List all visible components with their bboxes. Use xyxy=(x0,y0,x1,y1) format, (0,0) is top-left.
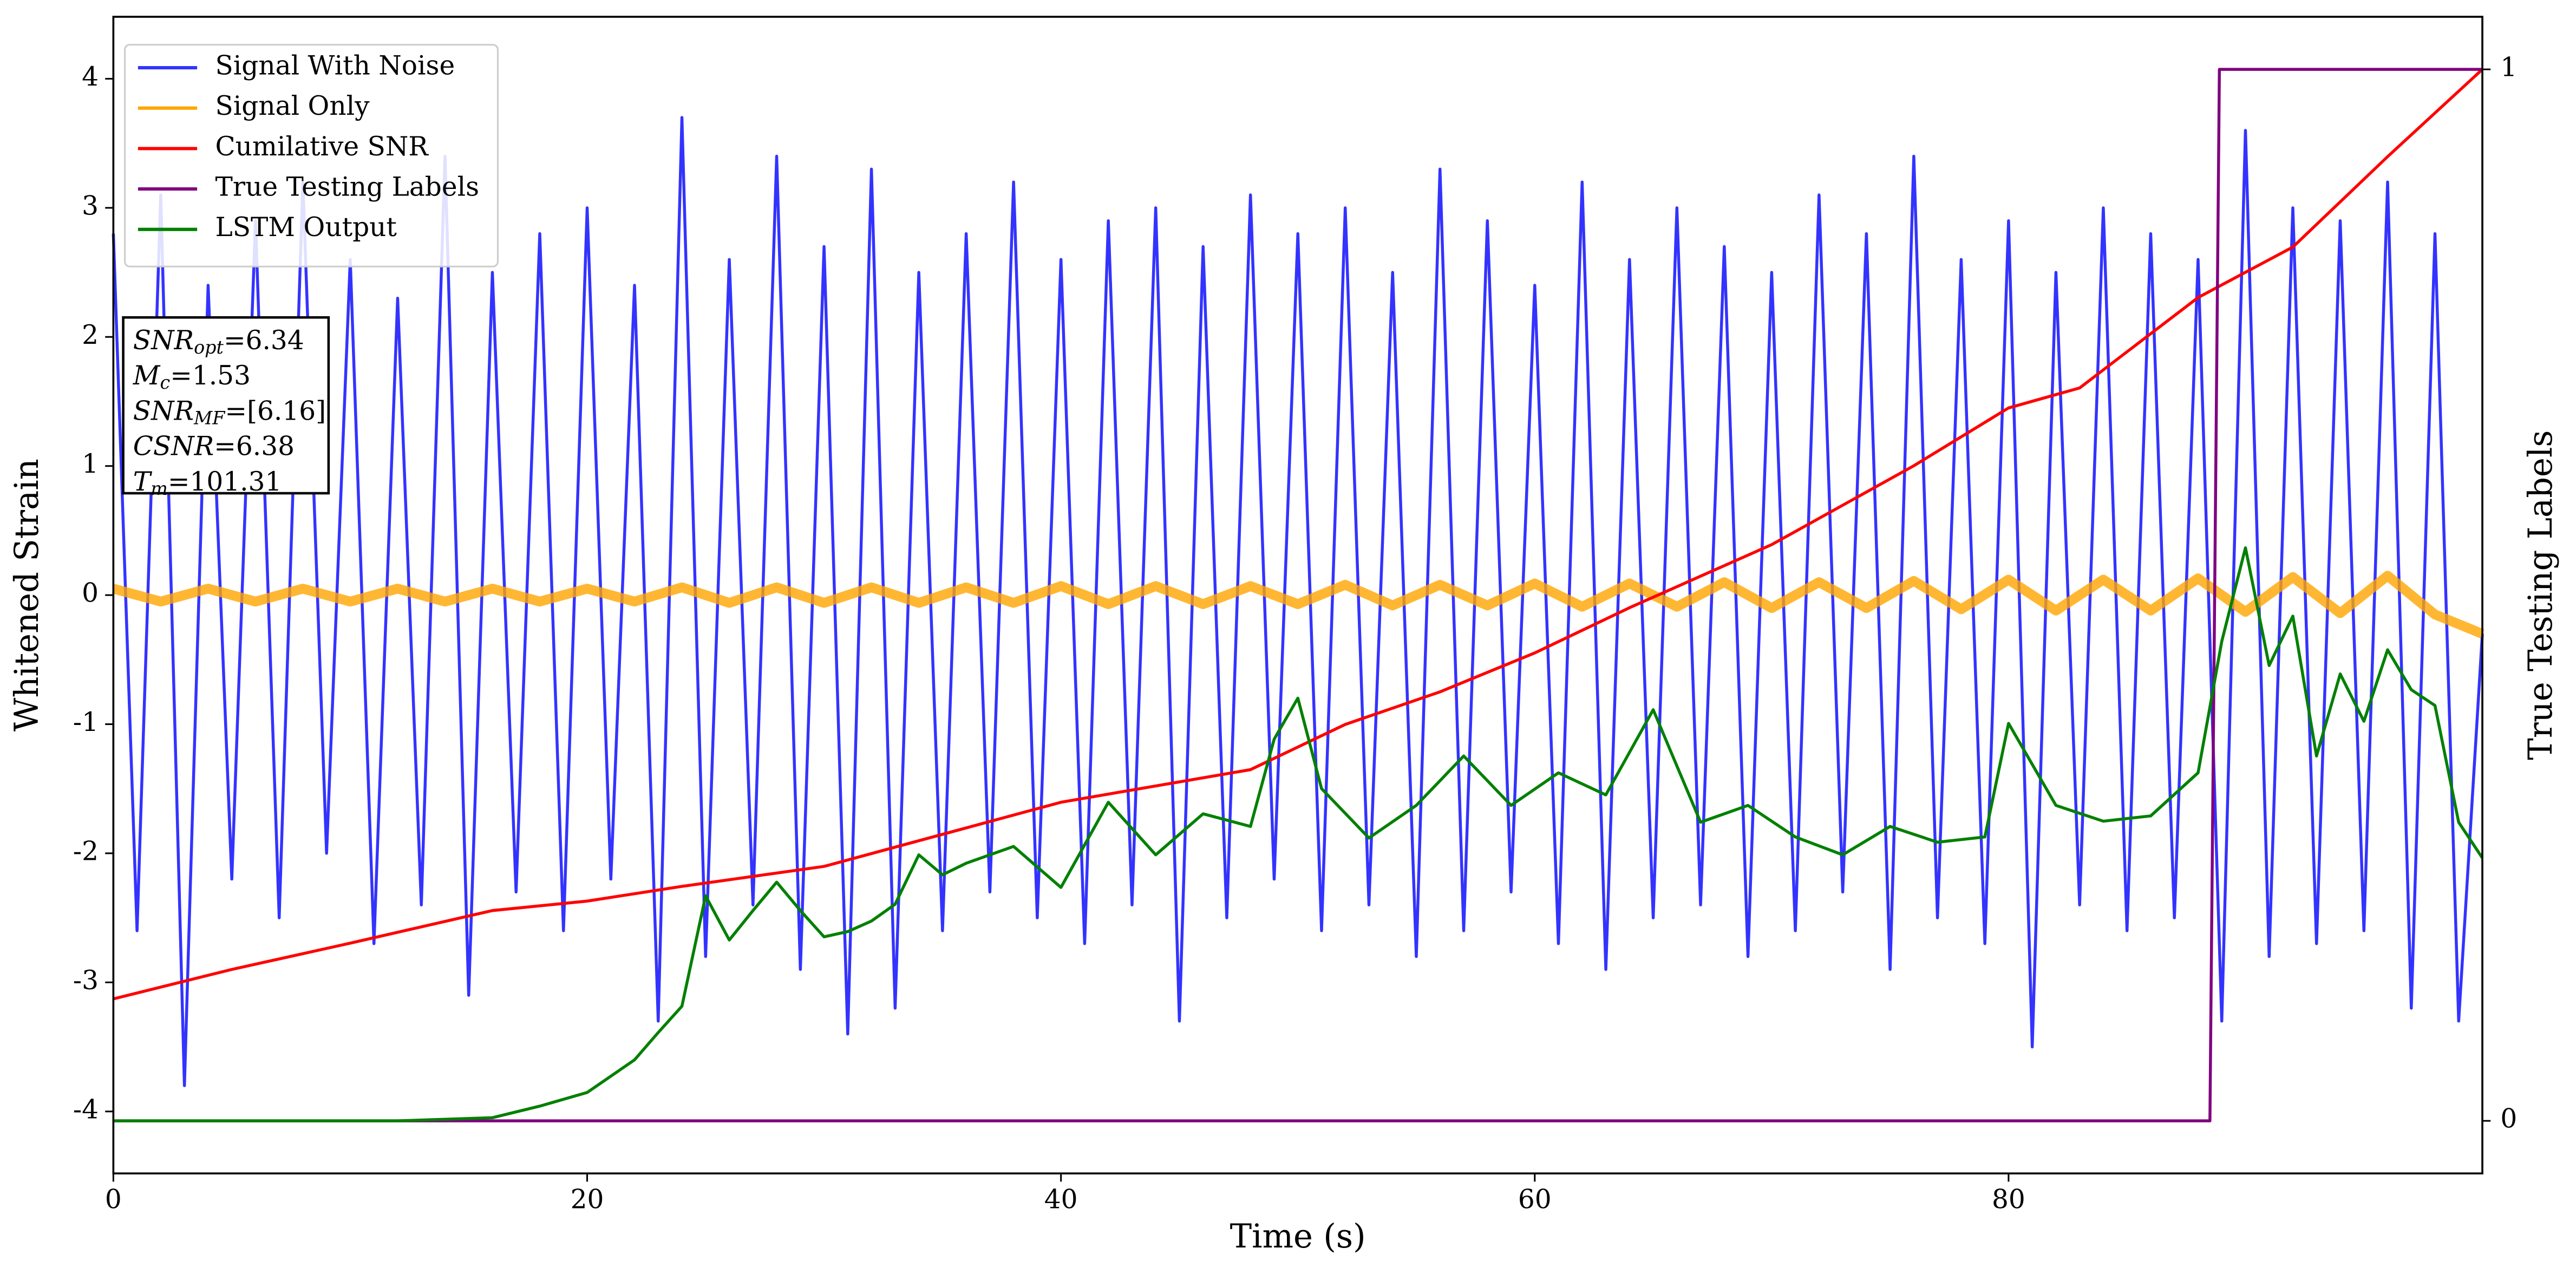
annotation-subscript: c xyxy=(160,372,171,393)
annotation-frame xyxy=(122,316,330,495)
annotation-line: Tm=101.31 xyxy=(133,466,282,499)
series-line xyxy=(113,68,2483,1001)
annotation-subscript: MF xyxy=(193,407,226,428)
annotation-line: SNRopt=6.34 xyxy=(133,325,304,358)
series-line xyxy=(113,546,2484,1122)
annotation-line: Mc=1.53 xyxy=(133,361,251,394)
y2-axis-label: True Testing Labels xyxy=(2522,430,2560,760)
y-tick-label: -1 xyxy=(73,707,99,737)
y-axis-label: Whitened Strain xyxy=(8,459,46,731)
x-tick-label: 0 xyxy=(105,1184,122,1214)
legend: Signal With Noise Signal Only Cumilative S… xyxy=(124,44,499,267)
annotation-value: =1.53 xyxy=(170,361,251,391)
y-tick-label: 4 xyxy=(82,62,99,92)
annotation-symbol: CSNR xyxy=(133,431,214,461)
x-axis-label: Time (s) xyxy=(1230,1218,1366,1256)
series-line xyxy=(112,571,2485,639)
y-tick-label: 2 xyxy=(82,320,99,350)
annotation-symbol: SNR xyxy=(133,396,194,426)
annotation-value: =6.38 xyxy=(214,431,295,461)
legend-label: Signal With Noise xyxy=(215,51,455,81)
y-tick-label: -3 xyxy=(73,965,99,996)
annotation-line: CSNR=6.38 xyxy=(133,431,295,461)
legend-frame xyxy=(124,44,499,267)
y-tick-label: -4 xyxy=(73,1094,99,1125)
y-tick-label: -2 xyxy=(73,836,99,866)
legend-label: Cumilative SNR xyxy=(215,132,429,162)
y-tick-label: 0 xyxy=(82,578,99,609)
x-tick-label: 40 xyxy=(1044,1184,1078,1214)
x-tick-label: 20 xyxy=(571,1184,604,1214)
legend-label: Signal Only xyxy=(215,91,370,121)
annotation: SNRopt=6.34Mc=1.53SNRMF=[6.16]CSNR=6.38T… xyxy=(122,316,330,499)
annotation-value: =6.34 xyxy=(224,325,304,355)
annotation-line: SNRMF=[6.16] xyxy=(133,396,326,429)
y2-tick-label: 1 xyxy=(2500,53,2517,83)
annotation-symbol: M xyxy=(133,361,161,391)
annotation-value: =[6.16] xyxy=(225,396,326,426)
annotation-subscript: opt xyxy=(194,337,224,358)
legend-label: LSTM Output xyxy=(215,212,397,243)
y-tick-label: 1 xyxy=(82,449,99,479)
y2-tick-label: 0 xyxy=(2500,1104,2517,1134)
plot-area xyxy=(112,68,2485,1122)
annotation-value: =101.31 xyxy=(168,466,282,496)
x-tick-label: 60 xyxy=(1518,1184,1552,1214)
series-line xyxy=(112,116,2484,1087)
y-tick-label: 3 xyxy=(82,191,99,221)
annotation-subscript: m xyxy=(151,478,168,499)
series-line xyxy=(113,68,2483,1122)
x-tick-label: 80 xyxy=(1992,1184,2025,1214)
legend-label: True Testing Labels xyxy=(215,172,480,202)
annotation-symbol: T xyxy=(133,466,153,496)
annotation-symbol: SNR xyxy=(133,325,194,355)
